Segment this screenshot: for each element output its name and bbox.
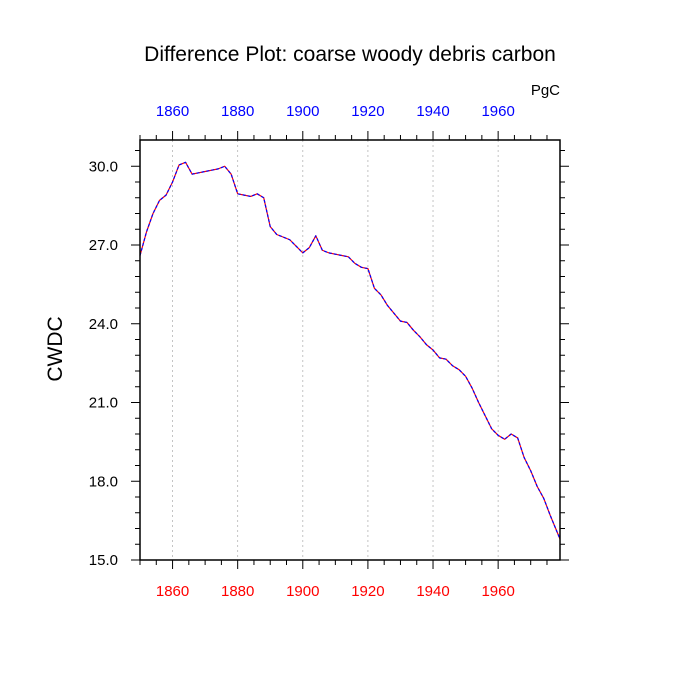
series-lines (139, 161, 561, 540)
grid-lines (172, 140, 499, 560)
x-tick-label-top: 1960 (481, 103, 514, 120)
x-tick-label-bottom: 1900 (286, 583, 319, 600)
x-tick-label-bottom: 1960 (481, 583, 514, 600)
x-tick-label-top: 1880 (221, 103, 254, 120)
chart-title: Difference Plot: coarse woody debris car… (144, 43, 556, 66)
series-line-1 (139, 161, 561, 540)
x-tick-label-bottom: 1920 (351, 583, 384, 600)
y-tick-label: 18.0 (89, 473, 118, 490)
x-tick-label-top: 1940 (416, 103, 449, 120)
y-tick-label: 24.0 (89, 316, 118, 333)
x-tick-label-bottom: 1880 (221, 583, 254, 600)
x-tick-label-top: 1900 (286, 103, 319, 120)
x-tick-label-top: 1920 (351, 103, 384, 120)
series-line-2 (139, 161, 561, 540)
y-tick-label: 15.0 (89, 552, 118, 569)
axis-ticks (131, 131, 569, 569)
tick-labels: 15.0 18.0 21.0 24.0 27.0 30.0 1860 1860 1880 1880… (89, 103, 515, 600)
y-tick-label: 21.0 (89, 395, 118, 412)
x-tick-label-bottom: 1860 (156, 583, 189, 600)
y-tick-label: 30.0 (89, 158, 118, 175)
x-tick-label-bottom: 1940 (416, 583, 449, 600)
x-tick-label-top: 1860 (156, 103, 189, 120)
y-axis-label: CWDC (44, 316, 67, 381)
plot-frame (139, 139, 561, 561)
y-tick-label: 27.0 (89, 237, 118, 254)
units-label: PgC (531, 82, 560, 99)
